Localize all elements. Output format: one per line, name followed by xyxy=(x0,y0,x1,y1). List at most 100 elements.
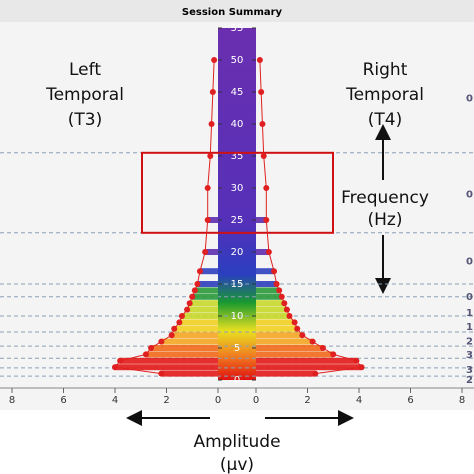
bar xyxy=(145,351,218,358)
point xyxy=(186,300,193,307)
point xyxy=(278,293,285,300)
label: Amplitude xyxy=(193,432,280,452)
bar xyxy=(199,268,218,275)
point xyxy=(207,153,214,159)
chart-title: Session Summary xyxy=(182,7,283,18)
bar xyxy=(207,217,218,223)
point xyxy=(319,345,326,351)
point xyxy=(189,293,196,300)
bar xyxy=(161,338,218,345)
label: Left xyxy=(69,60,101,80)
point xyxy=(142,351,149,358)
y-tick-label: 20 xyxy=(231,247,244,258)
bar xyxy=(161,370,218,377)
point xyxy=(281,300,288,307)
bar xyxy=(179,319,218,326)
bar xyxy=(256,287,280,294)
label: Frequency xyxy=(341,188,429,208)
x-tick-label: 0 xyxy=(253,395,259,406)
bar xyxy=(256,332,303,339)
y-tick-label: 5 xyxy=(234,343,240,354)
bar xyxy=(256,249,269,255)
point xyxy=(330,351,337,358)
y-tick-label: 50 xyxy=(231,55,244,66)
band-label: 0 xyxy=(466,189,473,200)
y-tick-label: 0 xyxy=(234,375,240,386)
bar xyxy=(256,364,362,371)
point xyxy=(112,364,118,371)
point xyxy=(276,287,283,294)
point xyxy=(286,313,293,319)
band-label: 1 xyxy=(466,308,473,319)
label: Temporal xyxy=(345,85,424,105)
band-label: 1 xyxy=(466,322,473,333)
header xyxy=(0,0,474,22)
point xyxy=(194,281,201,287)
band-label: 3 xyxy=(466,365,473,376)
bar xyxy=(256,306,287,313)
point xyxy=(117,357,124,364)
y-tick-label: 35 xyxy=(231,151,244,162)
point xyxy=(263,217,270,223)
highlight-box xyxy=(141,151,334,234)
band-label: 2 xyxy=(466,337,473,348)
bar xyxy=(192,293,218,300)
point xyxy=(184,306,191,313)
point xyxy=(294,325,301,332)
y-tick-label: 10 xyxy=(231,311,244,322)
bar xyxy=(256,293,282,300)
y-tick-label: 15 xyxy=(231,279,244,290)
band-label: 0 xyxy=(466,292,473,303)
point xyxy=(358,364,365,371)
bar xyxy=(171,332,218,339)
bar xyxy=(256,325,298,332)
label: (T4) xyxy=(368,110,402,130)
bar xyxy=(115,364,218,371)
bar xyxy=(256,300,285,307)
bar xyxy=(256,345,323,351)
label: (µv) xyxy=(220,455,254,474)
bar xyxy=(256,268,275,275)
point xyxy=(158,338,165,345)
x-tick-label: 2 xyxy=(163,395,169,406)
bar xyxy=(256,370,316,377)
band-label: 0 xyxy=(466,93,473,104)
point xyxy=(258,89,265,95)
point xyxy=(208,121,215,127)
point xyxy=(312,370,319,377)
point xyxy=(265,249,272,255)
point xyxy=(263,185,270,191)
point xyxy=(204,217,211,223)
point xyxy=(291,319,298,326)
band-label: 0 xyxy=(466,257,473,268)
point xyxy=(273,281,280,287)
bar xyxy=(256,338,313,345)
point xyxy=(158,370,165,377)
point xyxy=(148,345,155,351)
y-tick-label: 55 xyxy=(231,23,244,34)
point xyxy=(353,357,360,364)
point xyxy=(191,287,198,294)
label: Temporal xyxy=(45,85,124,105)
bar xyxy=(120,357,218,364)
point xyxy=(256,57,263,63)
point xyxy=(283,306,290,313)
center-column xyxy=(218,28,256,380)
bar xyxy=(194,287,218,294)
point xyxy=(211,57,218,63)
point xyxy=(178,313,185,319)
bar xyxy=(256,217,267,223)
point xyxy=(259,121,266,127)
point xyxy=(176,319,183,326)
point xyxy=(204,185,211,191)
x-tick-label: 8 xyxy=(9,395,15,406)
bar xyxy=(151,345,218,351)
bar xyxy=(197,281,218,287)
point xyxy=(171,325,178,332)
bar xyxy=(256,281,277,287)
point xyxy=(271,268,278,275)
point xyxy=(260,153,267,159)
bar xyxy=(256,319,295,326)
x-tick-label: 4 xyxy=(112,395,118,406)
